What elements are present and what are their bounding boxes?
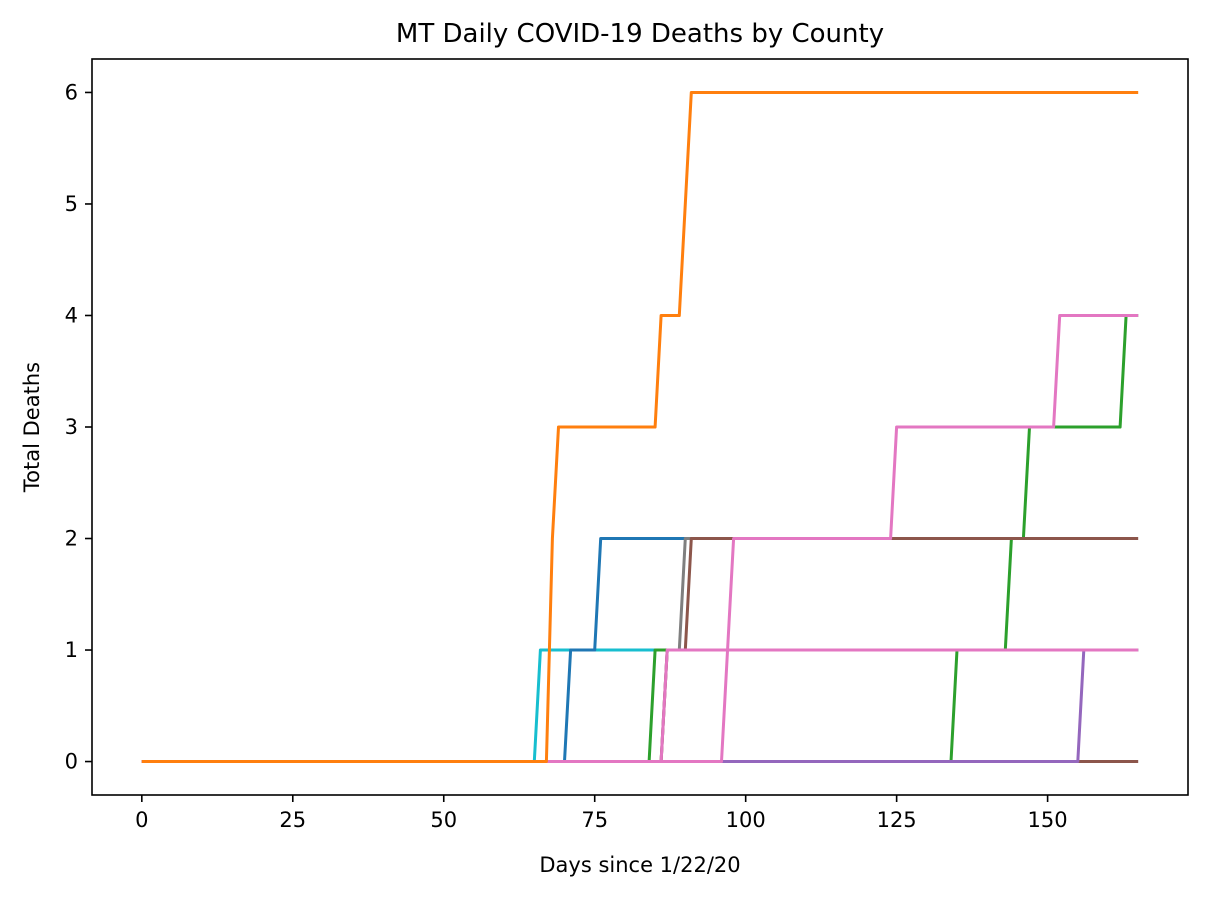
x-tick-label-0: 0 — [135, 808, 148, 832]
x-axis-title: Days since 1/22/20 — [539, 853, 740, 877]
series-line-9 — [141, 314, 1139, 763]
x-tick-label-2: 50 — [430, 808, 457, 832]
series-layer — [141, 91, 1139, 763]
x-tick-label-5: 125 — [877, 808, 917, 832]
y-tick-label-0: 0 — [65, 750, 78, 774]
x-tick-label-1: 25 — [279, 808, 306, 832]
x-tick-label-3: 75 — [581, 808, 608, 832]
x-axis: 0 25 50 75 100 125 150 — [135, 795, 1068, 832]
y-tick-label-2: 2 — [65, 527, 78, 551]
series-line-10 — [141, 91, 1139, 763]
y-tick-label-3: 3 — [65, 415, 78, 439]
x-tick-label-6: 150 — [1028, 808, 1068, 832]
y-tick-label-5: 5 — [65, 192, 78, 216]
chart-title: MT Daily COVID-19 Deaths by County — [396, 19, 884, 49]
x-tick-label-4: 100 — [726, 808, 766, 832]
y-axis-title: Total Deaths — [20, 362, 44, 493]
y-tick-label-6: 6 — [65, 80, 78, 104]
plot-frame — [91, 58, 1189, 796]
y-tick-label-1: 1 — [65, 638, 78, 662]
y-axis: 0 1 2 3 4 5 6 — [65, 80, 92, 774]
y-tick-label-4: 4 — [65, 303, 78, 327]
